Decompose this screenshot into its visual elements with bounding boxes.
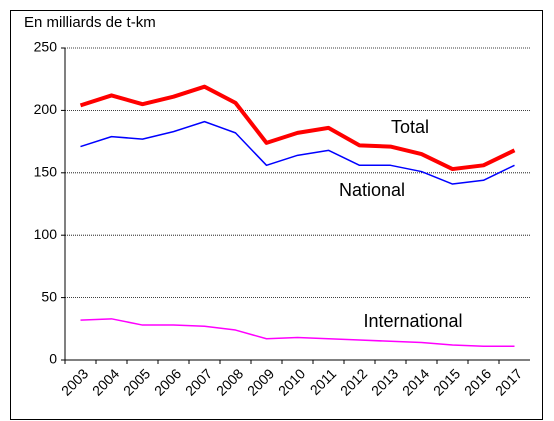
- x-tick-label: 2011: [307, 365, 340, 398]
- x-tick-label: 2016: [461, 365, 494, 398]
- x-tick-label: 2006: [151, 365, 184, 398]
- x-tick-label: 2005: [120, 365, 153, 398]
- series-line: [79, 84, 516, 172]
- x-tick-label: 2015: [430, 365, 463, 398]
- x-tick-label: 2014: [399, 365, 432, 398]
- y-axis-label: En milliards de t-km: [24, 14, 156, 31]
- series-label: International: [363, 311, 462, 331]
- series-line: [80, 318, 515, 348]
- y-tick-label: 250: [34, 39, 58, 55]
- x-tick-label: 2007: [182, 365, 215, 398]
- x-tick-label: 2009: [244, 365, 277, 398]
- y-tick-label: 150: [34, 164, 58, 180]
- x-tick-label: 2008: [213, 365, 246, 398]
- y-tick-label: 200: [34, 101, 58, 117]
- frame: [10, 10, 543, 420]
- series-line: [80, 120, 515, 185]
- x-tick-label: 2010: [275, 365, 308, 398]
- x-tick-label: 2017: [492, 365, 525, 398]
- series-label: Total: [391, 117, 429, 137]
- series-label: National: [339, 180, 405, 200]
- y-tick-label: 0: [49, 351, 57, 367]
- y-tick-label: 50: [41, 288, 57, 304]
- x-tick-label: 2003: [58, 365, 91, 398]
- x-tick-label: 2013: [368, 365, 401, 398]
- x-tick-label: 2012: [337, 365, 370, 398]
- x-tick-label: 2004: [89, 365, 122, 398]
- y-tick-label: 100: [34, 226, 58, 242]
